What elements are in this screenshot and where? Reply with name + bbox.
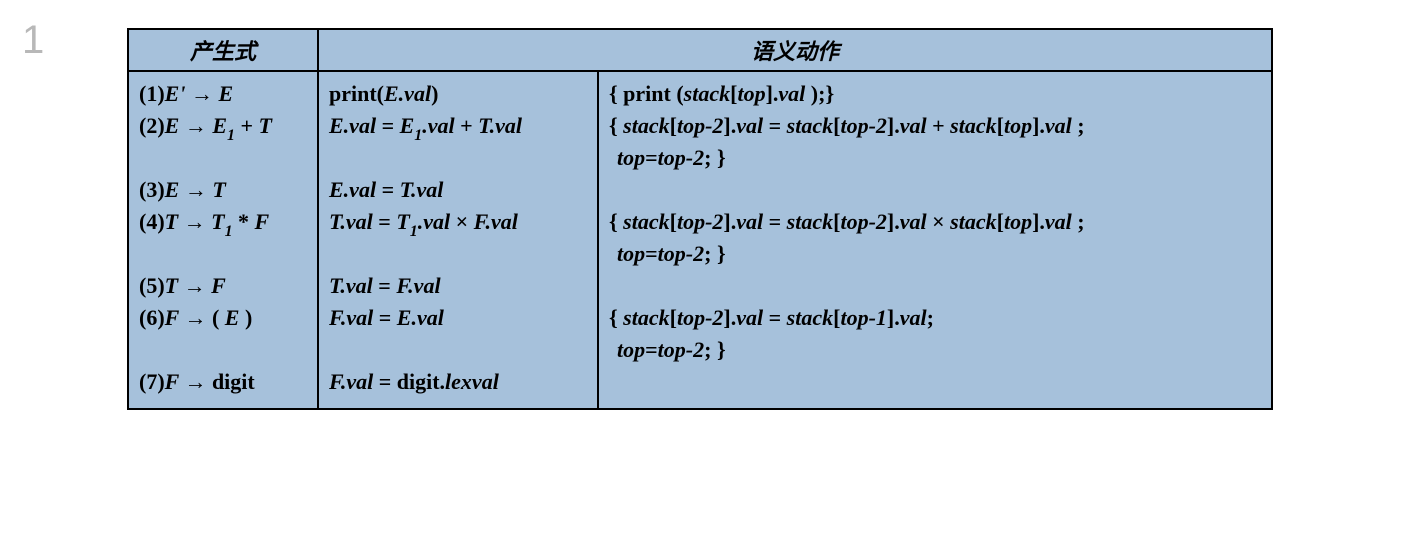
prod-6: (6)F → ( E ): [139, 302, 307, 366]
sem-4: T.val = T1.val × F.val: [329, 206, 587, 270]
stack-2: { stack[top-2].val = stack[top-2].val + …: [609, 110, 1261, 174]
stack-4: { stack[top-2].val = stack[top-2].val × …: [609, 206, 1261, 270]
sem-5: T.val = F.val: [329, 270, 587, 302]
grammar-table: 产生式 语义动作 (1)E' → E (2)E → E1 + T (3)E → …: [127, 28, 1273, 410]
header-production: 产生式: [128, 29, 318, 71]
table-body-row: (1)E' → E (2)E → E1 + T (3)E → T (4)T → …: [128, 71, 1272, 409]
prod-1: (1)E' → E: [139, 78, 307, 110]
prod-3: (3)E → T: [139, 174, 307, 206]
stack-3: [609, 174, 1261, 206]
sem-1: print(E.val): [329, 78, 587, 110]
page-number: 1: [22, 18, 44, 63]
grammar-table-container: 产生式 语义动作 (1)E' → E (2)E → E1 + T (3)E → …: [127, 28, 1273, 410]
sem-6: F.val = E.val: [329, 302, 587, 366]
sem-2: E.val = E1.val + T.val: [329, 110, 587, 174]
header-semantic: 语义动作: [318, 29, 1272, 71]
stack-6: { stack[top-2].val = stack[top-1].val; t…: [609, 302, 1261, 366]
sem-3: E.val = T.val: [329, 174, 587, 206]
stack-1: { print (stack[top].val );}: [609, 78, 1261, 110]
prod-2: (2)E → E1 + T: [139, 110, 307, 174]
stack-7: [609, 366, 1261, 398]
prod-7: (7)F → digit: [139, 366, 307, 398]
sem-7: F.val = digit.lexval: [329, 366, 587, 398]
semantics-cell: print(E.val) E.val = E1.val + T.val E.va…: [318, 71, 598, 409]
table-header-row: 产生式 语义动作: [128, 29, 1272, 71]
productions-cell: (1)E' → E (2)E → E1 + T (3)E → T (4)T → …: [128, 71, 318, 409]
stack-5: [609, 270, 1261, 302]
stack-actions-cell: { print (stack[top].val );} { stack[top-…: [598, 71, 1272, 409]
prod-4: (4)T → T1 * F: [139, 206, 307, 270]
prod-5: (5)T → F: [139, 270, 307, 302]
